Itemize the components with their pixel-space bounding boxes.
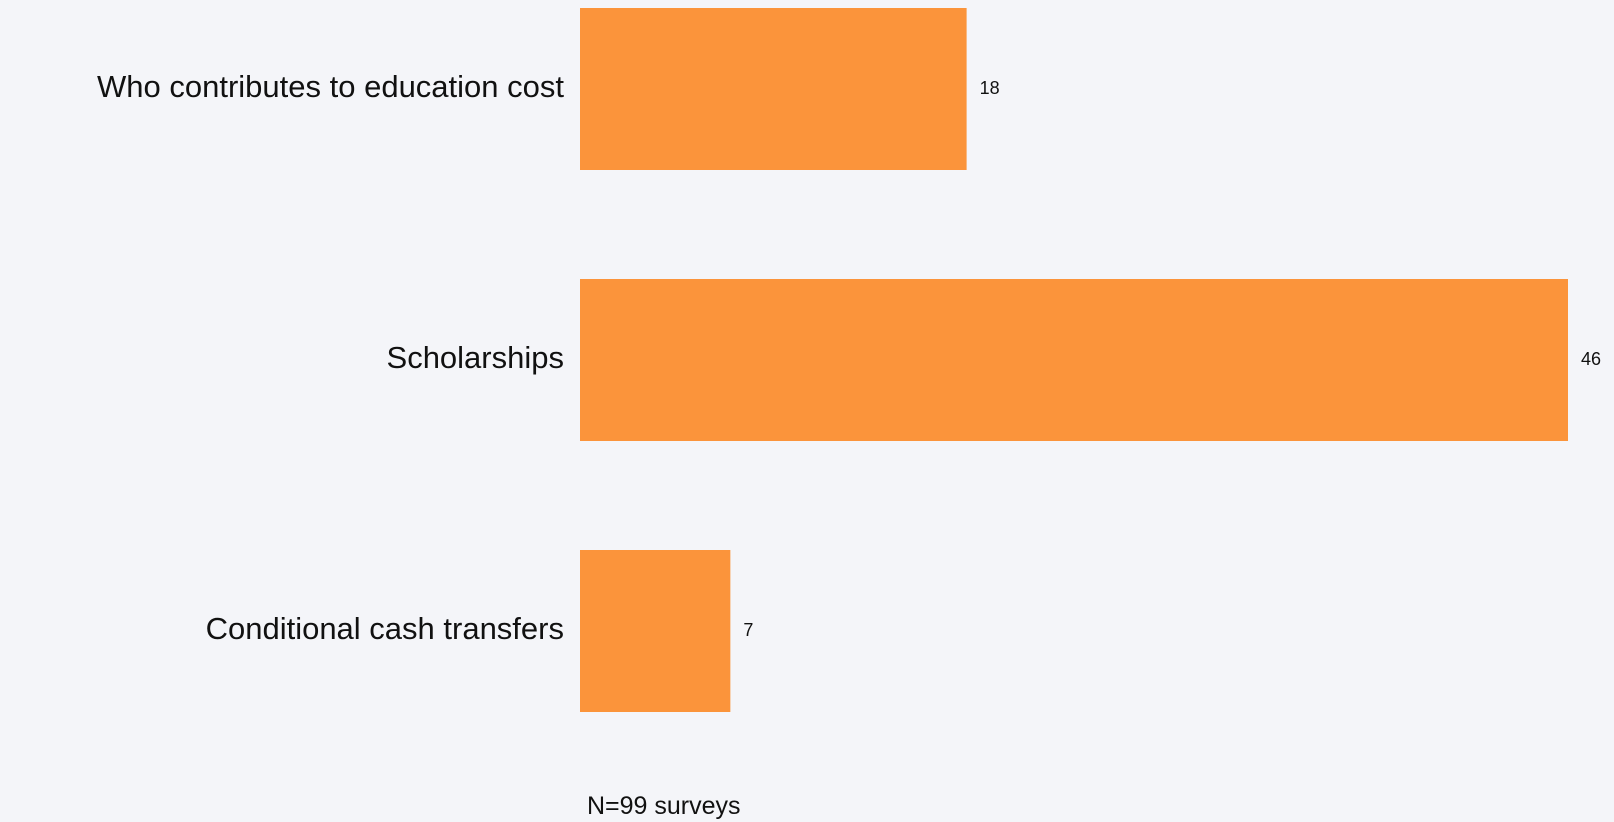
- labels-layer: Who contributes to education cost 18 Schol…: [97, 69, 1601, 646]
- bar-2: [580, 550, 731, 712]
- category-label-1: Scholarships: [387, 340, 564, 375]
- category-label-2: Conditional cash transfers: [206, 611, 564, 646]
- category-label-0: Who contributes to education cost: [97, 69, 564, 104]
- sample-size-note: N=99 surveys: [587, 792, 741, 820]
- bars-layer: [580, 8, 1568, 712]
- bar-1: [580, 279, 1568, 441]
- value-label-2: 7: [743, 620, 753, 640]
- bar-0: [580, 8, 967, 170]
- value-label-0: 18: [980, 78, 1000, 98]
- value-label-1: 46: [1581, 349, 1601, 369]
